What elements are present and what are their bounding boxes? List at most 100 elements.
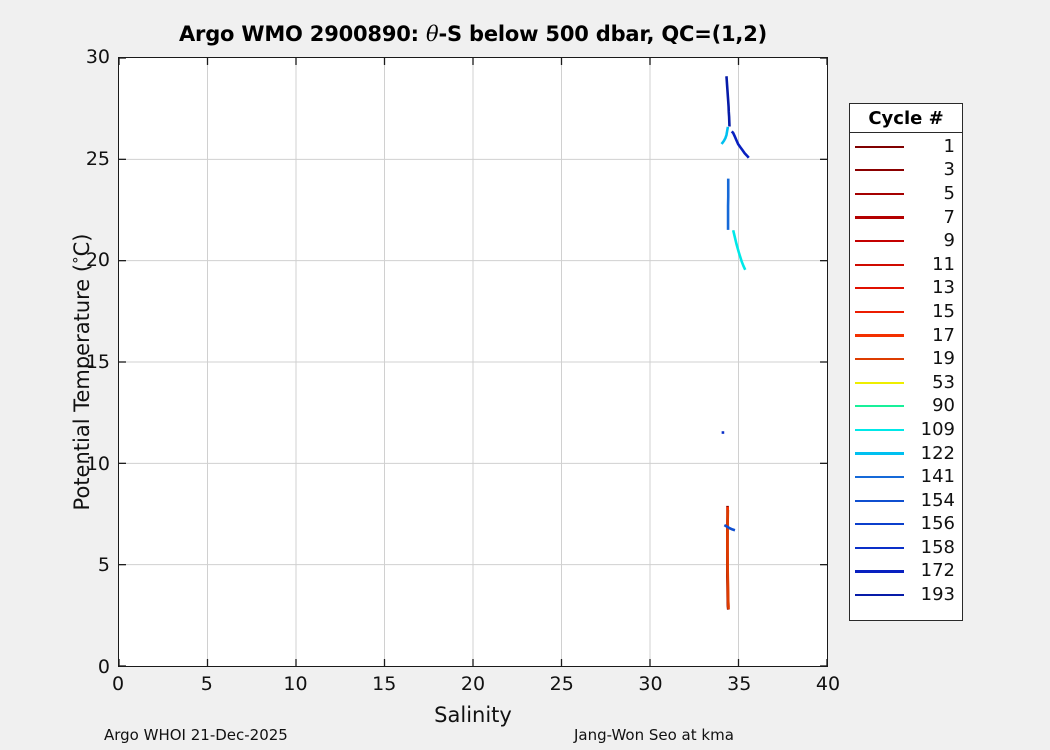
legend-item-label: 17 — [932, 324, 955, 346]
legend-item-label: 19 — [932, 348, 955, 370]
legend-item[interactable]: 13 — [850, 277, 962, 301]
legend-item[interactable]: 7 — [850, 206, 962, 230]
legend-color-swatch — [855, 287, 904, 290]
legend-item-label: 158 — [920, 536, 955, 558]
legend-box: Cycle # 1 3 5 7 9 11 13 15 17 19 53 90 109 122 141 154 1… — [849, 103, 963, 621]
data-point — [721, 431, 725, 434]
legend-color-swatch — [855, 216, 904, 219]
x-axis-ticks: 0 5 10 15 20 25 30 35 40 — [112, 673, 840, 699]
legend-color-swatch — [855, 381, 904, 384]
legend-item[interactable]: 154 — [850, 489, 962, 513]
y-axis-label-wrapper: Potential Temperature (°C) — [52, 57, 94, 667]
legend-color-swatch — [855, 499, 904, 502]
legend-color-swatch — [855, 169, 904, 172]
x-tick-label: 30 — [638, 673, 663, 695]
legend-item[interactable]: 156 — [850, 513, 962, 537]
legend-item-label: 1 — [943, 135, 955, 157]
legend-color-swatch — [855, 192, 904, 196]
legend-color-swatch — [855, 476, 904, 479]
data-series-line — [731, 229, 747, 271]
legend-item[interactable]: 158 — [850, 536, 962, 560]
x-tick-label: 5 — [200, 673, 213, 695]
legend-item-label: 53 — [932, 371, 955, 393]
x-axis-label: Salinity — [434, 703, 512, 727]
y-tick-label: 20 — [85, 249, 110, 272]
y-axis-label: Potential Temperature (°C) — [70, 233, 94, 511]
legend-color-swatch — [855, 310, 904, 314]
legend-item[interactable]: 5 — [850, 182, 962, 206]
legend-item[interactable]: 11 — [850, 253, 962, 277]
legend-item[interactable]: 53 — [850, 371, 962, 395]
y-tick-label: 0 — [97, 656, 110, 678]
legend-item[interactable]: 109 — [850, 418, 962, 442]
data-series-line — [720, 126, 730, 145]
legend-color-swatch — [855, 523, 904, 526]
y-tick-label: 5 — [97, 554, 110, 577]
legend-item-label: 7 — [943, 206, 955, 228]
y-tick-label: 25 — [85, 147, 110, 170]
legend-item-label: 154 — [920, 489, 955, 511]
legend-item[interactable]: 193 — [850, 583, 962, 607]
legend-item[interactable]: 141 — [850, 465, 962, 489]
legend-item-label: 11 — [932, 253, 955, 275]
legend-color-swatch — [855, 240, 904, 243]
legend-item[interactable]: 9 — [850, 229, 962, 253]
legend-item-label: 15 — [932, 300, 955, 322]
y-tick-label: 30 — [85, 46, 110, 68]
y-tick-label: 10 — [85, 452, 110, 475]
legend-item[interactable]: 172 — [850, 560, 962, 584]
legend-title: Cycle # — [850, 104, 962, 133]
data-series-line — [730, 130, 750, 159]
y-axis-ticks: 0 5 10 15 20 25 30 — [60, 46, 110, 678]
legend-items: 1 3 5 7 9 11 13 15 17 19 53 90 109 122 141 154 156 158 172… — [850, 133, 962, 607]
legend-item[interactable]: 3 — [850, 159, 962, 183]
x-tick-label: 25 — [549, 673, 574, 695]
legend-item-label: 13 — [932, 277, 955, 299]
legend-item-label: 90 — [932, 395, 955, 417]
legend-item-label: 172 — [920, 560, 955, 582]
legend-color-swatch — [855, 452, 904, 455]
legend-color-swatch — [855, 570, 904, 573]
legend-item[interactable]: 17 — [850, 324, 962, 348]
legend-color-swatch — [855, 405, 904, 408]
title-suffix: -S below 500 dbar, QC=(1,2) — [438, 22, 767, 46]
tick-marks — [119, 58, 827, 666]
x-tick-label: 15 — [372, 673, 397, 695]
footer-source-text: Argo WHOI 21-Dec-2025 — [104, 726, 288, 744]
legend-item[interactable]: 90 — [850, 395, 962, 419]
legend-item[interactable]: 19 — [850, 347, 962, 371]
x-tick-label: 0 — [111, 673, 125, 695]
legend-color-swatch — [855, 593, 904, 597]
legend-color-swatch — [855, 263, 904, 266]
x-tick-label: 35 — [727, 673, 752, 695]
footer-author-text: Jang-Won Seo at kma — [574, 726, 734, 744]
x-tick-label: 10 — [283, 673, 308, 695]
data-series-layer — [720, 76, 750, 610]
legend-item[interactable]: 1 — [850, 135, 962, 159]
gridlines — [119, 58, 827, 666]
legend-item-label: 193 — [920, 584, 955, 606]
legend-color-swatch — [855, 334, 904, 337]
legend-item-label: 5 — [943, 182, 955, 204]
legend-item[interactable]: 15 — [850, 300, 962, 324]
data-series-line — [726, 509, 730, 610]
legend-item-label: 141 — [920, 466, 955, 488]
plot-axes — [118, 57, 828, 667]
legend-color-swatch — [855, 546, 904, 549]
legend-item-label: 9 — [943, 230, 955, 252]
y-tick-label: 15 — [85, 351, 110, 373]
title-prefix: Argo WMO 2900890: — [178, 22, 426, 46]
data-series-line — [723, 524, 736, 532]
page-title: Argo WMO 2900890: θ-S below 500 dbar, QC… — [118, 22, 828, 46]
data-series-line — [725, 76, 731, 127]
legend-item-label: 156 — [920, 513, 955, 535]
x-tick-label: 20 — [460, 673, 486, 695]
plot-svg — [119, 58, 827, 666]
legend-item-label: 109 — [920, 418, 955, 440]
legend-item-label: 3 — [943, 159, 955, 181]
legend-item[interactable]: 122 — [850, 442, 962, 466]
title-theta-symbol: θ — [425, 22, 439, 46]
x-tick-label: 40 — [815, 673, 841, 695]
legend-item-label: 122 — [920, 442, 955, 464]
